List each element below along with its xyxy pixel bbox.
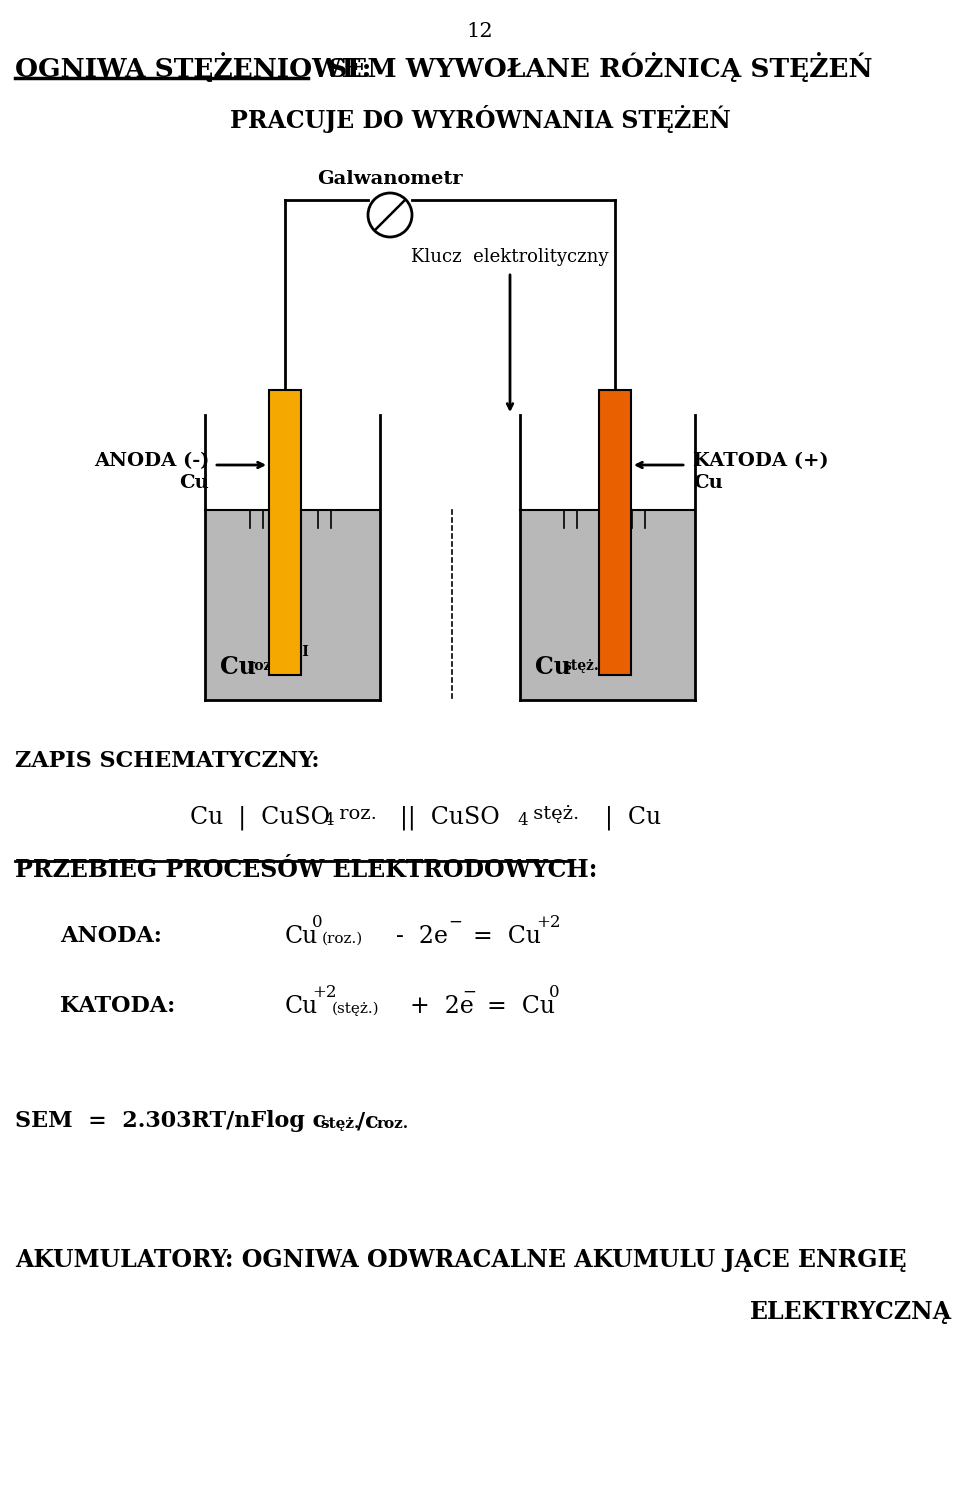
Text: 4: 4: [517, 812, 528, 829]
Text: SEM WYWOŁANE RÓŻNICĄ STĘŻEŃ: SEM WYWOŁANE RÓŻNICĄ STĘŻEŃ: [310, 52, 873, 82]
Text: ||  CuSO: || CuSO: [385, 805, 500, 830]
Text: ANODA:: ANODA:: [60, 926, 162, 947]
Text: KATODA:: KATODA:: [60, 994, 176, 1017]
Text: −: −: [462, 984, 476, 1000]
Text: AKUMULATORY: OGNIWA ODWRACALNE AKUMULU JĄCE ENRGIĘ: AKUMULATORY: OGNIWA ODWRACALNE AKUMULU J…: [15, 1248, 906, 1272]
Text: stęż.: stęż.: [527, 805, 579, 823]
Text: Cu: Cu: [285, 926, 319, 948]
Bar: [520, 511, 695, 700]
Text: Cu: Cu: [535, 655, 571, 679]
Text: SEM  =  2.303RT/nFlog c: SEM = 2.303RT/nFlog c: [15, 1109, 326, 1132]
Text: 0: 0: [312, 914, 323, 932]
Text: +II: +II: [605, 645, 630, 658]
Text: +2: +2: [536, 914, 561, 932]
Bar: [269, 390, 301, 675]
Text: Cu: Cu: [285, 994, 319, 1018]
Text: /c: /c: [357, 1109, 378, 1132]
Text: roz.: roz.: [333, 805, 377, 823]
Text: ZAPIS SCHEMATYCZNY:: ZAPIS SCHEMATYCZNY:: [15, 749, 320, 772]
Text: stęż.: stęż.: [563, 658, 599, 673]
Text: ELEKTRYCZNĄ: ELEKTRYCZNĄ: [750, 1300, 952, 1324]
Text: Cu: Cu: [180, 473, 209, 493]
Text: PRZEBIEG PROCESÓW ELEKTRODOWYCH:: PRZEBIEG PROCESÓW ELEKTRODOWYCH:: [15, 858, 597, 882]
Text: (stęż.): (stęż.): [332, 1002, 379, 1017]
Bar: [599, 390, 631, 675]
Text: stęż.: stęż.: [320, 1117, 359, 1132]
Text: roz.: roz.: [248, 658, 277, 673]
Text: Cu  |  CuSO: Cu | CuSO: [190, 805, 330, 830]
Text: −: −: [448, 914, 462, 932]
Text: (roz.): (roz.): [322, 932, 363, 947]
Text: 0: 0: [549, 984, 560, 1000]
Text: -  2e: - 2e: [381, 926, 448, 948]
Text: KATODA (+): KATODA (+): [693, 452, 828, 470]
Text: OGNIWA STĘŻENIOWE:: OGNIWA STĘŻENIOWE:: [15, 52, 372, 82]
Text: =  Cu: = Cu: [458, 926, 541, 948]
Text: |  Cu: | Cu: [590, 805, 661, 830]
Text: +2: +2: [312, 984, 337, 1000]
Text: 12: 12: [467, 22, 493, 40]
Text: roz.: roz.: [377, 1117, 409, 1132]
Text: Klucz  elektrolityczny: Klucz elektrolityczny: [411, 248, 609, 266]
Text: Cu: Cu: [693, 473, 723, 493]
Text: 4: 4: [323, 812, 334, 829]
Text: Cu: Cu: [220, 655, 256, 679]
Bar: [205, 511, 380, 700]
Text: ANODA (-): ANODA (-): [94, 452, 209, 470]
Text: Galwanometr: Galwanometr: [317, 170, 463, 188]
Text: +  2e: + 2e: [395, 994, 474, 1018]
Text: +II: +II: [285, 645, 310, 658]
Text: PRACUJE DO WYRÓWNANIA STĘŻEŃ: PRACUJE DO WYRÓWNANIA STĘŻEŃ: [229, 105, 731, 133]
Text: =  Cu: = Cu: [472, 994, 555, 1018]
